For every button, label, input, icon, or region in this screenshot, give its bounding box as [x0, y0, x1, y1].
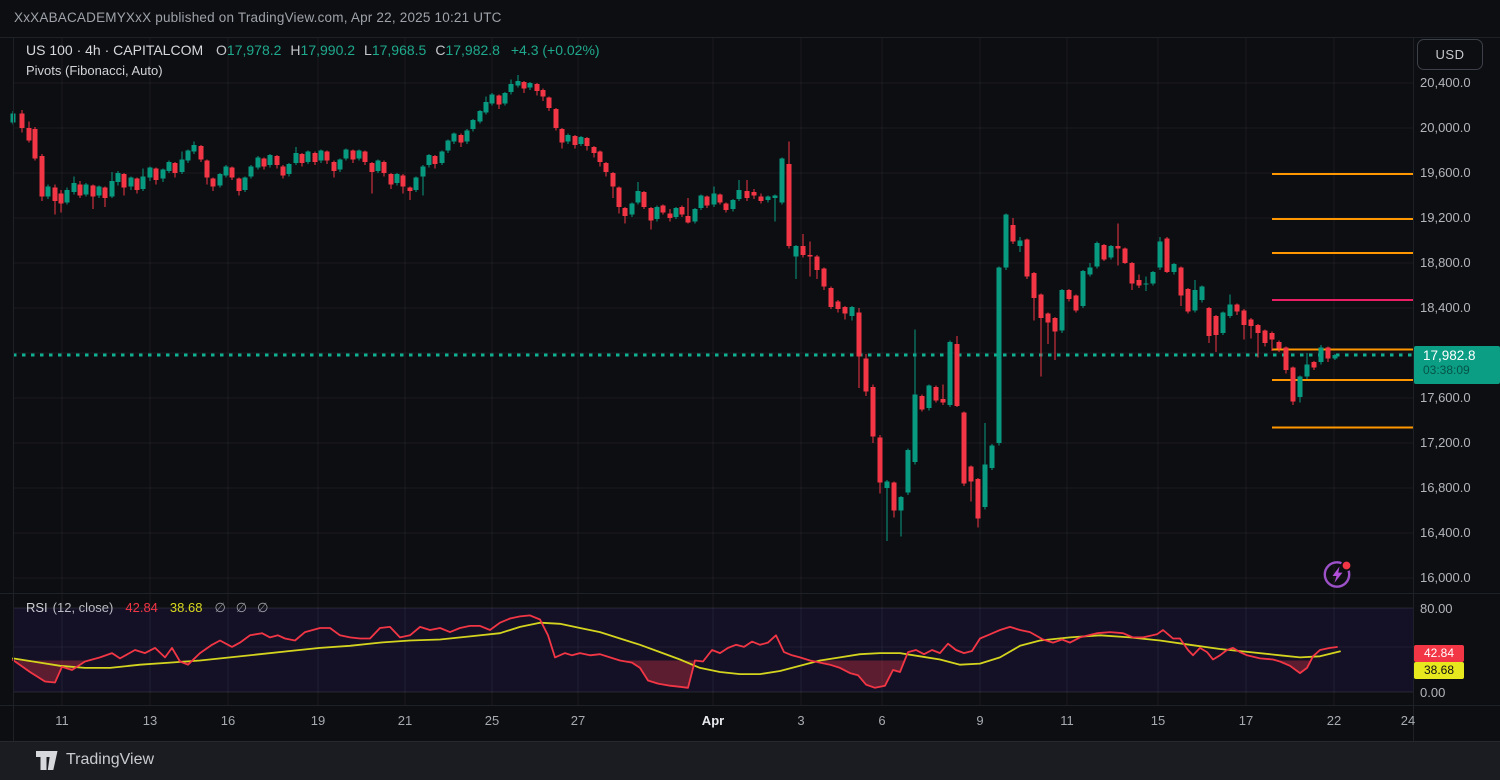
bar-countdown: 03:38:09: [1423, 363, 1470, 377]
price-axis-label[interactable]: 16,800.0: [1420, 480, 1471, 496]
currency-toggle-button[interactable]: USD: [1417, 39, 1483, 70]
price-axis-label[interactable]: 18,400.0: [1420, 300, 1471, 316]
time-axis-label[interactable]: 13: [142, 713, 158, 728]
rsi-yellow-badge: 38.68: [1414, 662, 1464, 679]
rsi-title[interactable]: RSI: [26, 600, 48, 615]
time-axis-separator: [0, 705, 1500, 706]
change-value: +4.3 (+0.02%): [510, 42, 600, 58]
frame-top-border: [0, 37, 1500, 38]
frame-left-border: [13, 37, 14, 741]
rsi-red-value: 42.84: [125, 600, 158, 615]
rsi-indicator-header[interactable]: RSI (12, close) 42.84 38.68 ∅∅∅: [26, 600, 278, 616]
rsi-empty-band-values: ∅∅∅: [214, 600, 279, 615]
time-axis-label[interactable]: 22: [1326, 713, 1342, 728]
time-axis-label[interactable]: 27: [570, 713, 586, 728]
published-attribution: XxXABACADEMYXxX published on TradingView…: [14, 10, 502, 25]
ohlc-value: 17,990.2: [300, 42, 356, 58]
rsi-scale-top[interactable]: 80.00: [1420, 601, 1453, 616]
time-axis-label[interactable]: Apr: [701, 713, 725, 728]
price-axis-label[interactable]: 16,000.0: [1420, 570, 1471, 586]
ohlc-label: H: [290, 42, 301, 58]
rsi-scale-bottom[interactable]: 0.00: [1420, 685, 1446, 700]
brand-name[interactable]: TradingView: [66, 751, 155, 768]
price-axis-label[interactable]: 20,000.0: [1420, 120, 1471, 136]
tradingview-logo-icon[interactable]: [36, 751, 62, 771]
price-axis-label[interactable]: 19,600.0: [1420, 165, 1471, 181]
ohlc-label: C: [435, 42, 446, 58]
ohlc-value: 17,968.5: [371, 42, 427, 58]
current-price-badge: 17,982.8 03:38:09: [1414, 346, 1500, 384]
ohlc-label: L: [364, 42, 372, 58]
rsi-params: (12, close): [52, 600, 114, 615]
time-axis-label[interactable]: 17: [1238, 713, 1254, 728]
time-axis-label[interactable]: 11: [55, 713, 69, 728]
time-axis-label[interactable]: 25: [484, 713, 500, 728]
price-axis-label[interactable]: 17,200.0: [1420, 435, 1471, 451]
pane-separator[interactable]: [0, 593, 1500, 594]
time-axis-label[interactable]: 3: [797, 713, 805, 728]
time-axis-label[interactable]: 24: [1400, 713, 1416, 728]
time-axis-label[interactable]: 11: [1060, 713, 1074, 728]
price-axis-label[interactable]: 19,200.0: [1420, 210, 1471, 226]
ohlc-values: O17,978.2 H17,990.2 L17,968.5 C17,982.8: [207, 42, 500, 58]
price-axis-separator[interactable]: [1413, 37, 1414, 741]
price-axis-label[interactable]: 20,400.0: [1420, 75, 1471, 91]
minds-lightning-icon[interactable]: [1322, 559, 1364, 593]
price-axis-label[interactable]: 17,600.0: [1420, 390, 1471, 406]
rsi-red-badge: 42.84: [1414, 645, 1464, 662]
price-axis-label[interactable]: 18,800.0: [1420, 255, 1471, 271]
ohlc-value: 17,982.8: [445, 42, 500, 58]
current-price-value: 17,982.8: [1423, 348, 1476, 363]
bottom-bar: TradingView: [0, 741, 1500, 780]
indicator-label[interactable]: Pivots (Fibonacci, Auto): [26, 63, 163, 78]
time-axis-label[interactable]: 15: [1150, 713, 1166, 728]
symbol-header[interactable]: US 100 · 4h · CAPITALCOM O17,978.2 H17,99…: [26, 42, 600, 58]
ohlc-value: 17,978.2: [226, 42, 282, 58]
ohlc-label: O: [216, 42, 227, 58]
time-axis-label[interactable]: 19: [310, 713, 326, 728]
symbol-title[interactable]: US 100 · 4h · CAPITALCOM: [26, 42, 204, 58]
time-axis-label[interactable]: 21: [397, 713, 413, 728]
rsi-yellow-value: 38.68: [169, 600, 203, 615]
time-axis-label[interactable]: 16: [220, 713, 236, 728]
time-axis-label[interactable]: 6: [878, 713, 886, 728]
time-axis-label[interactable]: 9: [976, 713, 984, 728]
price-axis-label[interactable]: 16,400.0: [1420, 525, 1471, 541]
